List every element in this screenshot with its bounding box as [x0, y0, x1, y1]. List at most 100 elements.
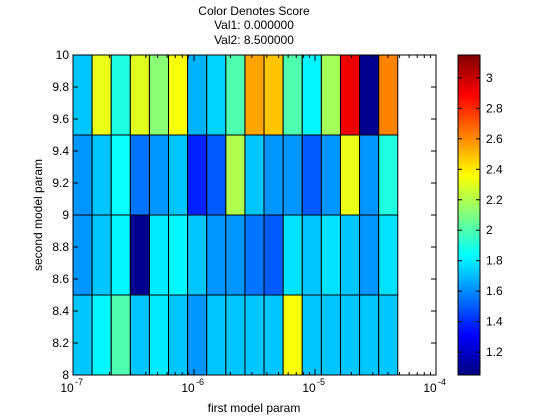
heatmap-cell: [91, 294, 112, 376]
y-tick-label: 10: [56, 48, 70, 62]
heatmap-cell: [72, 134, 93, 216]
heatmap-cell: [378, 294, 399, 376]
heatmap-cell: [206, 54, 227, 136]
heatmap-cell: [320, 214, 341, 296]
x-tick-label-exponent: -4: [438, 377, 446, 387]
x-axis: 10 -7 10 -6 10 -5 10 -4: [60, 55, 446, 395]
heatmap-cell: [91, 134, 112, 216]
x-tick-label: 10: [181, 381, 195, 395]
y-tick-label: 9.8: [52, 80, 69, 94]
x-axis-label: first model param: [208, 401, 301, 415]
colorbar-tick-label: 2.2: [486, 193, 503, 207]
heatmap-cell: [91, 54, 112, 136]
heatmap-cell: [225, 54, 246, 136]
heatmap-cell: [206, 294, 227, 376]
heatmap-cell: [282, 54, 303, 136]
heatmap-cell: [320, 294, 341, 376]
heatmap-cell: [110, 294, 131, 376]
heatmap-cell: [168, 134, 189, 216]
heatmap-cell: [282, 294, 303, 376]
heatmap-cell: [72, 54, 93, 136]
colorbar-tick-label: 1.6: [486, 284, 503, 298]
heatmap-cell: [359, 294, 380, 376]
heatmap-cell: [263, 214, 284, 296]
heatmap-cell: [244, 134, 265, 216]
heatmap-cell: [359, 214, 380, 296]
heatmap-cell: [129, 294, 150, 376]
x-tick-label: 10: [423, 381, 437, 395]
colorbar-tick-label: 3: [486, 71, 493, 85]
title-line-1: Color Denotes Score: [198, 4, 310, 18]
heatmap-cell: [359, 54, 380, 136]
heatmap-cell: [378, 54, 399, 136]
y-tick-label: 9.6: [52, 112, 69, 126]
y-tick-label: 8.4: [52, 304, 69, 318]
y-tick-label: 8.2: [52, 336, 69, 350]
heatmap-cell: [378, 134, 399, 216]
heatmap-cell: [225, 214, 246, 296]
heatmap-cell: [206, 134, 227, 216]
y-tick-label: 9.4: [52, 144, 69, 158]
heatmap-cell: [187, 214, 208, 296]
heatmap-cell: [263, 54, 284, 136]
heatmap-cell: [378, 214, 399, 296]
x-tick-label: 10: [60, 381, 74, 395]
heatmap-cell: [110, 134, 131, 216]
x-tick-label: 10: [302, 381, 316, 395]
y-tick-label: 8.8: [52, 240, 69, 254]
heatmap-cell: [168, 214, 189, 296]
colorbar-tick-label: 2.4: [486, 162, 503, 176]
colorbar-tick-label: 1.8: [486, 254, 503, 268]
colorbar-tick-label: 2: [486, 223, 493, 237]
heatmap-cell: [129, 134, 150, 216]
heatmap-cell: [282, 214, 303, 296]
colorbar-tick-label: 1.2: [486, 345, 503, 359]
heatmap-cell: [129, 214, 150, 296]
heatmap-cell: [301, 214, 322, 296]
heatmap-cell: [282, 134, 303, 216]
x-tick-label-exponent: -6: [196, 377, 204, 387]
heatmap-cell: [244, 54, 265, 136]
y-tick-label: 8.6: [52, 272, 69, 286]
chart-title: Color Denotes Score Val1: 0.000000 Val2:…: [198, 4, 310, 47]
heatmap-cell: [187, 294, 208, 376]
colorbar-tick-label: 1.4: [486, 315, 503, 329]
heatmap-cell: [148, 54, 170, 136]
colorbar: 1.2 1.4 1.6 1.8 2 2.2 2.4 2.6 2.8 3: [457, 54, 503, 376]
heatmap-cell: [148, 134, 170, 216]
heatmap-cell: [72, 214, 93, 296]
x-tick-label-exponent: -7: [75, 377, 83, 387]
heatmap-cell: [339, 214, 361, 296]
colorbar-tick-label: 2.8: [486, 101, 503, 115]
heatmap-cell: [244, 214, 265, 296]
heatmap-cell: [244, 294, 265, 376]
heatmap-cell: [339, 134, 361, 216]
heatmap-plot-area: [72, 54, 399, 376]
heatmap-cell: [110, 214, 131, 296]
heatmap-cell: [320, 134, 341, 216]
heatmap-cell: [206, 214, 227, 296]
heatmap-cell: [301, 294, 322, 376]
heatmap-cell: [168, 54, 189, 136]
heatmap-cell: [168, 294, 189, 376]
colorbar-tick-label: 2.6: [486, 132, 503, 146]
y-tick-label: 9.2: [52, 176, 69, 190]
title-line-3: Val2: 8.500000: [214, 33, 294, 47]
heatmap-cell: [72, 294, 93, 376]
heatmap-cell: [263, 134, 284, 216]
heatmap-cell: [225, 134, 246, 216]
heatmap-cell: [339, 54, 361, 136]
x-tick-label-exponent: -5: [317, 377, 325, 387]
heatmap-cell: [110, 54, 131, 136]
heatmap-cell: [301, 134, 322, 216]
heatmap-cell: [91, 214, 112, 296]
heatmap-cell: [148, 214, 170, 296]
colorbar-gradient: [458, 55, 480, 375]
heatmap-cell: [129, 54, 150, 136]
y-tick-label: 9: [62, 208, 69, 222]
heatmap-cell: [187, 54, 208, 136]
y-axis-label: second model param: [31, 159, 45, 271]
heatmap-cell: [359, 134, 380, 216]
heatmap-cell: [148, 294, 170, 376]
